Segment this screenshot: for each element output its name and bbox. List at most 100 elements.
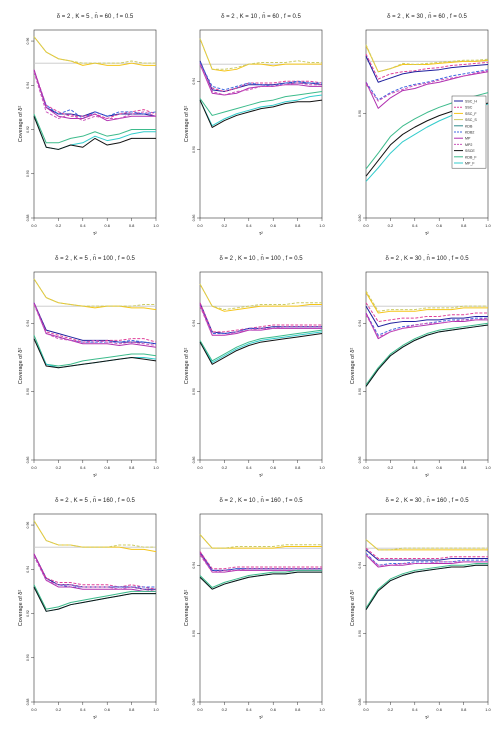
y-tick-label: 0.86 xyxy=(192,215,196,222)
series-line-ssc-s xyxy=(33,520,156,548)
series-line-ssc xyxy=(199,302,322,333)
x-tick-label: 1.0 xyxy=(485,707,491,712)
series-line-ssc-f xyxy=(199,283,322,312)
y-tick-label: 0.86 xyxy=(358,699,362,706)
x-axis-label: τ² xyxy=(93,473,97,479)
panel-title: δ = 2 , K = 10 , n̄ = 160 , f = 0.5 xyxy=(219,497,303,504)
chart-panel-4: δ = 2 , K = 5 , n̄ = 100 , f = 0.5 0.0 0.2… xyxy=(18,255,160,479)
plot-frame xyxy=(199,513,323,703)
x-tick-label: 0.4 xyxy=(80,465,86,470)
x-tick-label: 0.8 xyxy=(129,465,135,470)
x-tick-label: 0.2 xyxy=(222,223,228,228)
legend-entry-label: MP2 xyxy=(465,143,472,147)
series-line-ssc-s xyxy=(33,36,156,64)
series-line-mp2 xyxy=(199,554,322,573)
chart-panel-2: δ = 2 , K = 10 , n̄ = 60 , f = 0.5 0.0 0.2… xyxy=(184,13,326,237)
x-tick-label: 0.4 xyxy=(80,707,86,712)
series-line-kdb2 xyxy=(33,71,157,119)
x-tick-label: 0.4 xyxy=(246,223,252,228)
y-tick-label: 0.94 xyxy=(26,320,30,327)
x-tick-label: 0.2 xyxy=(388,465,394,470)
y-tick-label: 0.90 xyxy=(26,654,30,661)
y-axis-label: Coverage of δ² xyxy=(18,590,24,627)
x-tick-label: 0.6 xyxy=(270,707,276,712)
x-tick-label: 0.2 xyxy=(222,465,228,470)
x-axis-label: τ² xyxy=(425,715,429,721)
y-tick-label: 0.90 xyxy=(192,146,196,153)
x-tick-label: 0.6 xyxy=(104,223,110,228)
series-line-kdb-f xyxy=(365,563,488,609)
series-line-mp2 xyxy=(33,71,157,122)
plot-frame xyxy=(33,513,157,703)
series-line-mp xyxy=(365,312,488,340)
panel-title: δ = 2 , K = 5 , n̄ = 100 , f = 0.5 xyxy=(55,255,135,262)
plot-frame xyxy=(365,513,489,703)
legend-entry-label: KDB xyxy=(465,124,473,128)
series-line-ssc-f xyxy=(33,36,156,66)
panel-title: δ = 2 , K = 10 , n̄ = 100 , f = 0.5 xyxy=(219,255,303,262)
chart-panel-6: δ = 2 , K = 30 , n̄ = 100 , f = 0.50.0 0.… xyxy=(350,255,492,479)
series-line-mp xyxy=(33,302,157,348)
series-line-kdb2 xyxy=(365,552,488,566)
series-line-mp-f xyxy=(33,116,156,150)
y-tick-label: 0.86 xyxy=(192,457,196,464)
chart-panel-9: δ = 2 , K = 30 , n̄ = 160 , f = 0.50.0 0.… xyxy=(350,497,492,721)
x-tick-label: 1.0 xyxy=(485,223,491,228)
series-line-mp-f xyxy=(365,564,488,610)
x-tick-label: 0.4 xyxy=(80,223,86,228)
series-line-kdb-f xyxy=(33,335,157,367)
series-line-ssc xyxy=(365,302,488,323)
plot-frame xyxy=(199,29,323,219)
legend-entry-label: SSC_S xyxy=(465,118,477,122)
series-line-ssc xyxy=(199,551,322,570)
x-tick-label: 0.0 xyxy=(197,465,203,470)
x-tick-label: 0.8 xyxy=(461,707,467,712)
y-tick-label: 0.86 xyxy=(192,699,196,706)
x-tick-label: 0.0 xyxy=(363,707,369,712)
plot-frame xyxy=(365,271,489,461)
series-line-kdb2 xyxy=(365,69,489,101)
legend-entry-label: SSC_F xyxy=(465,112,477,116)
x-tick-label: 0.0 xyxy=(31,223,37,228)
series-line-ssc-h xyxy=(199,551,322,571)
series-line-mp2 xyxy=(199,305,322,336)
y-tick-label: 0.90 xyxy=(358,388,362,395)
chart-panel-1: δ = 2 , K = 5 , n̄ = 60 , f = 0.5 0.0 0.2 0… xyxy=(18,13,160,237)
series-line-kdb-f xyxy=(199,91,323,116)
y-axis-label: Coverage of δ² xyxy=(18,348,24,385)
x-tick-label: 1.0 xyxy=(153,707,159,712)
x-tick-label: 0.2 xyxy=(56,223,62,228)
y-tick-label: 0.90 xyxy=(26,388,30,395)
series-line-ssc-h xyxy=(33,302,157,345)
x-tick-label: 0.4 xyxy=(412,707,418,712)
x-tick-label: 0.8 xyxy=(295,707,301,712)
plot-frame xyxy=(33,271,157,461)
y-tick-label: 0.90 xyxy=(192,630,196,637)
series-line-kdb2 xyxy=(33,555,156,588)
y-tick-label: 0.88 xyxy=(26,699,30,706)
series-line-mp xyxy=(33,553,156,592)
chart-panel-5: δ = 2 , K = 10 , n̄ = 100 , f = 0.50.0 0.… xyxy=(184,255,326,479)
series-line-ssc-h xyxy=(199,302,322,335)
y-tick-label: 0.90 xyxy=(358,630,362,637)
legend-entry-label: SSCE xyxy=(465,149,475,153)
series-line-ssc xyxy=(199,62,323,93)
y-tick-label: 0.86 xyxy=(26,457,30,464)
x-tick-label: 0.0 xyxy=(31,707,37,712)
x-tick-label: 0.4 xyxy=(412,223,418,228)
series-line-ssc-f xyxy=(365,292,488,314)
y-axis-label: Coverage of δ² xyxy=(184,106,190,143)
series-line-ssc-s xyxy=(199,534,322,549)
y-axis-label: Coverage of δ² xyxy=(184,590,190,627)
series-line-ssc-h xyxy=(365,55,489,83)
y-tick-label: 0.94 xyxy=(358,562,362,569)
series-line-ssce xyxy=(33,116,156,150)
series-line-ssc-h xyxy=(33,553,156,590)
x-tick-label: 0.2 xyxy=(56,707,62,712)
x-tick-label: 1.0 xyxy=(153,223,159,228)
x-tick-label: 0.0 xyxy=(197,223,203,228)
x-tick-label: 0.2 xyxy=(222,707,228,712)
series-line-mp xyxy=(33,69,156,122)
